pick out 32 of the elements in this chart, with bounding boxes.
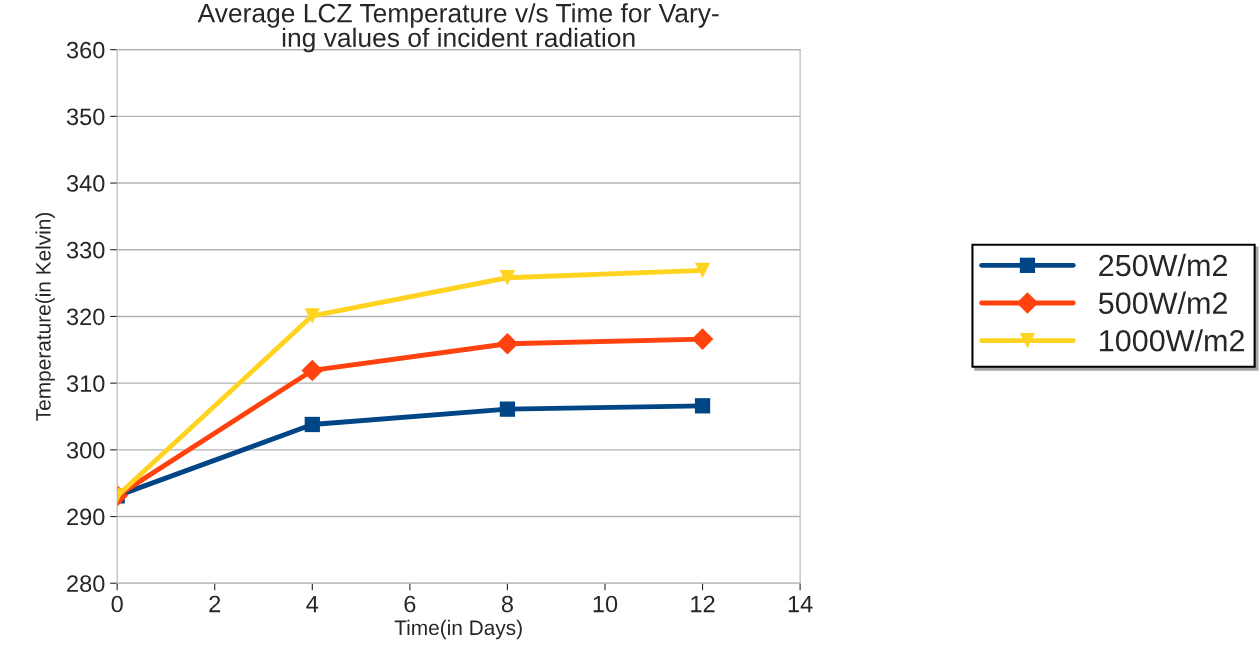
- legend-label: 250W/m2: [1099, 253, 1227, 277]
- y-tick-label: 350: [66, 108, 105, 126]
- point: [496, 332, 519, 355]
- y-tick-label: 360: [66, 41, 105, 59]
- y-tick-label: 320: [66, 308, 105, 326]
- legend-label: 500W/m2: [1098, 291, 1227, 314]
- y-tick-label: 290: [67, 508, 105, 526]
- x-tick-label: 8: [501, 595, 513, 613]
- y-axis-title: Temperature(in Kelvin): [35, 212, 55, 421]
- point: [301, 359, 324, 382]
- y-tick-label: 310: [66, 375, 105, 392]
- x-tick-label: 0: [111, 595, 123, 613]
- point: [304, 416, 320, 433]
- x-tick-label: 14: [788, 595, 813, 613]
- y-tick-label: 340: [66, 175, 105, 192]
- x-tick-label: 6: [404, 595, 416, 613]
- y-tick-label: 280: [67, 575, 105, 593]
- point: [694, 262, 711, 279]
- x-tick-label: 10: [593, 595, 618, 613]
- point: [499, 270, 516, 286]
- point: [499, 401, 516, 417]
- chart-title: Average LCZ Temperature v/s Time for Vary- ing values of incident radiation: [197, 3, 719, 53]
- point: [691, 328, 714, 350]
- x-tick-label: 12: [691, 595, 715, 613]
- point: [694, 398, 711, 414]
- x-tick-label: 4: [306, 595, 319, 613]
- y-tick-label: 300: [66, 441, 105, 459]
- y-tick-label: 330: [66, 241, 105, 259]
- legend-label: 1000W/m2: [1100, 329, 1244, 352]
- point: [304, 308, 320, 324]
- x-axis-title: Time(in Days): [394, 619, 522, 640]
- x-tick-label: 2: [209, 595, 221, 613]
